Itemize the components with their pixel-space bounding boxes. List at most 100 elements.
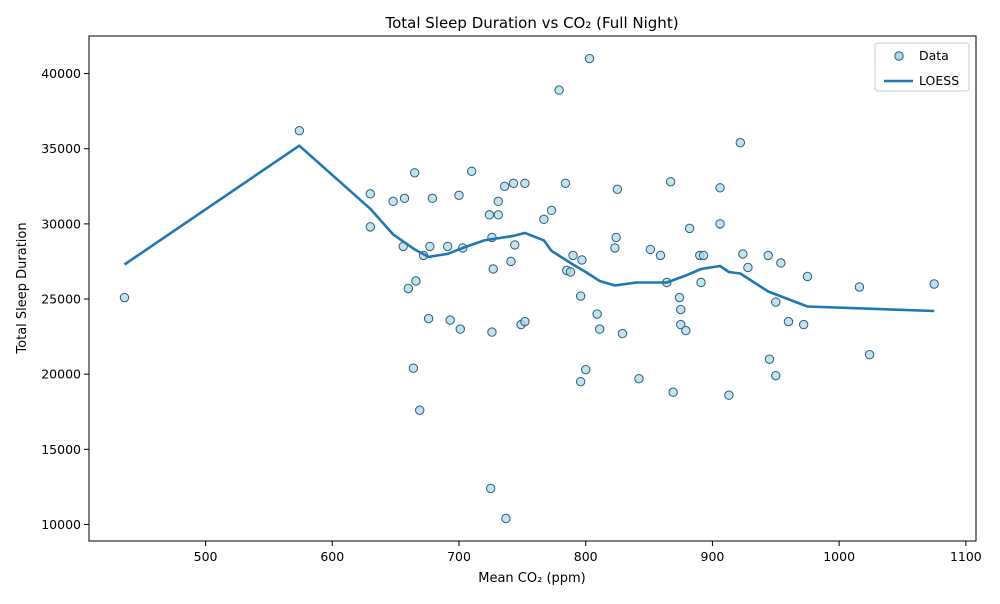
data-point (645, 244, 656, 255)
data-point (506, 256, 516, 267)
data-point (568, 250, 578, 261)
data-point (119, 292, 130, 303)
data-point (565, 267, 576, 277)
data-point (365, 222, 376, 232)
data-point (554, 85, 564, 95)
data-point (929, 279, 939, 289)
data-point (592, 309, 602, 319)
data-point (427, 193, 438, 204)
data-point (612, 184, 623, 195)
data-point (399, 193, 410, 204)
data-point (584, 53, 595, 64)
data-point (466, 166, 477, 176)
data-point (738, 249, 748, 259)
plot-area (119, 53, 939, 524)
data-point (735, 138, 746, 148)
data-point (611, 232, 621, 243)
data-point (575, 376, 586, 387)
data-point (442, 241, 453, 252)
data-point (676, 304, 686, 315)
data-point (425, 241, 435, 252)
data-point (575, 291, 586, 301)
data-point (539, 214, 549, 225)
data-point (546, 205, 557, 216)
data-point (681, 325, 691, 336)
data-point (508, 178, 519, 188)
data-point (409, 168, 420, 178)
chart-title: Total Sleep Duration vs CO₂ (Full Night) (384, 14, 678, 32)
data-point (484, 210, 495, 220)
data-point (776, 258, 786, 268)
data-point (715, 183, 725, 193)
data-point (676, 319, 686, 330)
data-point (771, 370, 781, 381)
data-point (634, 373, 644, 384)
data-point (743, 262, 753, 273)
y-axis: 10000 15000 20000 25000 30000 35000 40000 (41, 66, 89, 532)
data-point (617, 328, 628, 339)
data-point (408, 363, 419, 373)
data-point (854, 282, 865, 292)
data-point (510, 240, 520, 250)
data-point (455, 324, 465, 334)
x-axis: 500 600 700 800 900 1000 1100 (194, 541, 982, 564)
data-point (493, 210, 503, 220)
x-tick-label: 900 (701, 549, 725, 564)
axes-frame (88, 35, 977, 542)
data-point (655, 250, 666, 261)
data-point (520, 316, 530, 327)
data-point (415, 405, 425, 415)
data-point (665, 177, 676, 187)
data-point (577, 255, 587, 265)
data-point (581, 364, 591, 375)
data-point (423, 313, 434, 324)
x-tick-label: 1000 (823, 549, 855, 564)
y-tick-label: 15000 (41, 442, 81, 457)
data-point (674, 292, 685, 303)
y-tick-label: 35000 (41, 141, 81, 156)
data-point (610, 243, 620, 253)
y-tick-label: 40000 (41, 66, 81, 81)
y-tick-label: 20000 (41, 367, 81, 382)
legend-data-label: Data (919, 48, 949, 63)
data-point (294, 125, 305, 136)
data-point (403, 283, 414, 294)
x-tick-label: 800 (574, 549, 598, 564)
data-point (594, 324, 605, 334)
data-point (493, 196, 503, 207)
y-axis-label: Total Sleep Duration (15, 222, 30, 354)
data-point (501, 513, 511, 524)
data-point (696, 277, 706, 288)
data-point (764, 354, 775, 364)
data-point (802, 271, 813, 282)
data-point (365, 189, 376, 199)
legend-loess-label: LOESS (919, 73, 959, 88)
x-tick-label: 600 (320, 549, 344, 564)
data-point (864, 349, 875, 360)
y-tick-label: 10000 (41, 517, 81, 532)
x-tick-label: 500 (194, 549, 218, 564)
data-point (698, 250, 709, 261)
y-tick-label: 30000 (41, 216, 81, 231)
data-point (487, 327, 497, 337)
x-tick-label: 700 (447, 549, 471, 564)
data-point (798, 319, 809, 330)
data-point (485, 483, 496, 494)
y-tick-label: 25000 (41, 292, 81, 307)
data-point (499, 181, 510, 191)
loess-line (123, 144, 935, 313)
legend-data-marker (894, 51, 904, 61)
data-point (724, 390, 734, 400)
x-tick-label: 1100 (950, 549, 982, 564)
data-point (668, 387, 678, 397)
data-point (488, 264, 498, 274)
data-point (783, 316, 794, 327)
data-point (520, 178, 530, 188)
data-point (388, 196, 398, 207)
data-point (715, 219, 725, 229)
data-point (684, 223, 695, 234)
data-point (445, 315, 455, 325)
x-axis-label: Mean CO₂ (ppm) (478, 571, 586, 586)
